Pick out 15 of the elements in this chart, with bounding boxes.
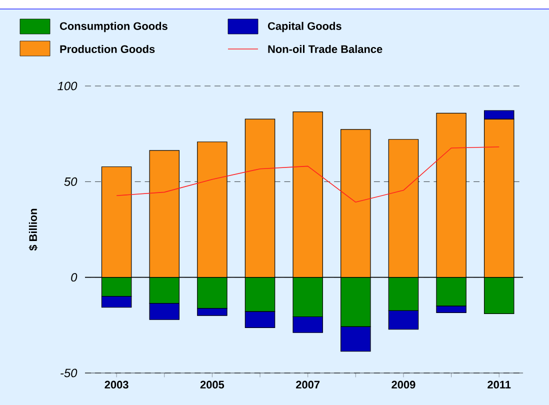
x-tick-label: 2011 — [488, 380, 511, 389]
x-tick-label: 2009 — [392, 380, 416, 389]
y-tick-label: 50 — [64, 177, 78, 186]
y-axis-title: $ Billion — [28, 208, 38, 251]
legend-label: Non-oil Trade Balance — [268, 44, 382, 54]
legend-label: Capital Goods — [268, 22, 342, 32]
y-tick-label: 0 — [71, 273, 78, 282]
x-tick-label: 2005 — [200, 380, 224, 389]
x-tick-label: 2003 — [104, 380, 128, 389]
legend-label: Consumption Goods — [60, 22, 168, 32]
line-series — [116, 146, 500, 203]
legend-label: Production Goods — [60, 44, 155, 54]
y-tick-label: 100 — [58, 82, 78, 90]
x-tick-label: 2007 — [296, 380, 320, 389]
y-tick-label: -50 — [60, 368, 78, 378]
